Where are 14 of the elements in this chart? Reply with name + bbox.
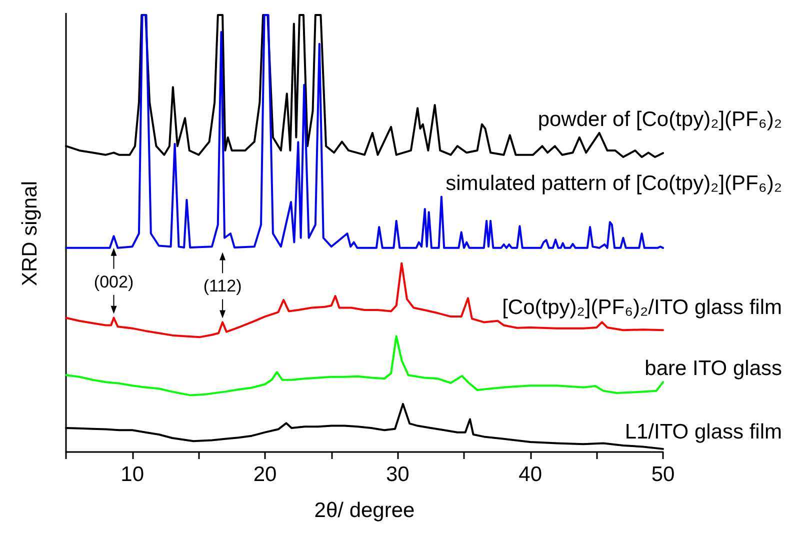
x-tick-label: 50 <box>651 463 675 486</box>
x-tick-label: 40 <box>518 463 542 486</box>
annotation: (002) <box>94 272 134 292</box>
x-tick-label: 30 <box>386 463 410 486</box>
series-label: simulated pattern of [Co(tpy)₂](PF₆)₂ <box>446 172 782 195</box>
series-label: bare ITO glass <box>644 357 782 380</box>
y-axis-title: XRD signal <box>18 180 42 286</box>
series-label: [Co(tpy)₂](PF₆)₂/ITO glass film <box>502 296 782 319</box>
series-label: L1/ITO glass film <box>624 420 782 444</box>
x-tick-label: 20 <box>253 463 277 486</box>
x-tick-label: 10 <box>120 463 144 486</box>
x-axis-title: 2θ/ degree <box>314 499 415 522</box>
series-label: powder of [Co(tpy)₂](PF₆)₂ <box>538 108 782 131</box>
annotation: (112) <box>203 276 242 296</box>
